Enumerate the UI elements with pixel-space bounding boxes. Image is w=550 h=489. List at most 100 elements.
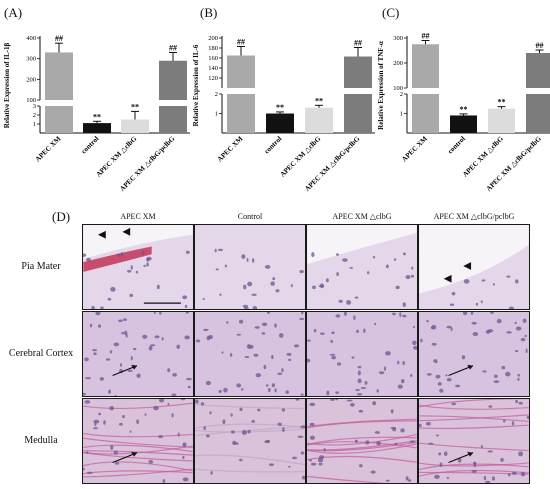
cell-nucleus [146,262,149,267]
cell-nucleus [126,269,132,273]
y-tick-label-lower: 1 [215,111,218,118]
cell-nucleus [357,365,362,369]
cell-nucleus [156,284,160,290]
cell-nucleus [514,349,519,353]
cell-nucleus [357,370,361,376]
cell-nucleus [103,420,106,425]
cell-nucleus [282,427,285,433]
cell-nucleus [407,479,412,482]
bar [305,107,333,133]
histology-row-label: Cerebral Cortex [8,348,74,359]
fiber-strand [307,455,417,463]
cell-nucleus [195,399,199,404]
histology-image [306,311,418,397]
bar [450,115,477,133]
cell-nucleus [411,266,414,270]
cell-nucleus [356,329,359,333]
cell-nucleus [297,435,304,438]
fiber-strand [419,424,529,430]
cell-nucleus [483,475,487,481]
fiber-strand [307,441,417,449]
y-tick-label-upper: 400 [26,35,36,42]
cell-nucleus [218,389,222,393]
cell-nucleus [167,402,170,406]
cell-nucleus [438,452,442,456]
cell-nucleus [119,368,124,374]
cell-nucleus [239,407,243,412]
histology-texture [307,312,417,396]
cell-nucleus [109,350,113,354]
histology-image [306,398,418,484]
cell-nucleus [410,374,413,377]
cell-nucleus [434,474,440,479]
histology-image [194,311,306,397]
cell-nucleus [370,470,376,474]
panel-letter-d: (D) [52,209,71,224]
cell-nucleus [129,430,132,433]
cell-nucleus [239,458,243,462]
cell-nucleus [473,461,477,465]
cell-nucleus [431,324,437,330]
y-tick-label-upper: 140 [208,65,218,72]
histology-texture [195,399,305,480]
cell-nucleus [350,403,355,407]
cell-nucleus [118,422,123,426]
cell-nucleus [372,401,377,406]
histology-column-header: APEC XM △clbG/pclbG [433,212,515,221]
cell-nucleus [446,325,452,329]
cell-nucleus [349,266,353,269]
cell-nucleus [236,333,242,336]
cell-nucleus [515,279,519,284]
cell-nucleus [364,381,368,385]
cell-nucleus [114,394,117,396]
cell-nucleus [524,334,527,338]
cell-nucleus [494,374,498,379]
cell-nucleus [372,256,376,259]
cell-nucleus [238,319,244,324]
cell-nucleus [148,459,154,464]
histology-column-header: APEC XM △clbG [332,212,392,221]
cell-nucleus [511,471,517,475]
cell-nucleus [121,415,125,419]
category-label: control [446,135,467,156]
cell-nucleus [435,374,441,379]
cell-nucleus [412,345,417,350]
cell-nucleus [318,285,324,288]
cell-nucleus [144,413,147,416]
cell-nucleus [153,405,159,411]
cell-nucleus [410,274,415,278]
cell-nucleus [399,312,402,317]
cell-nucleus [114,462,120,465]
pointer-arrow [448,452,474,464]
category-label: APEC XM [34,134,63,163]
cell-nucleus [405,476,409,481]
cell-nucleus [206,335,211,341]
cell-nucleus [241,388,244,391]
cell-nucleus [85,376,91,380]
y-tick-label-upper: 300 [393,35,403,42]
arrowhead-marker [97,230,106,239]
cell-nucleus [354,439,358,443]
background-space [307,225,417,265]
bar [526,53,550,88]
cell-nucleus [412,340,417,346]
significance-label: ## [169,43,177,52]
fiber-strand [307,441,417,452]
cell-nucleus [158,435,164,439]
cell-nucleus [226,321,229,324]
cell-nucleus [450,327,453,332]
histology-texture [419,399,529,483]
y-tick-label-lower: 2 [215,91,218,98]
bar [488,108,515,133]
cell-nucleus [451,402,457,406]
cell-nucleus [319,283,325,289]
cell-nucleus [205,434,210,438]
cell-nucleus [127,369,133,372]
cell-nucleus [142,334,148,339]
cell-nucleus [93,352,97,355]
bar-lower [412,94,439,133]
cell-nucleus [203,426,206,431]
cell-nucleus [208,334,213,339]
category-label: APEC XM △clbG [279,134,323,178]
cell-nucleus [471,469,477,473]
